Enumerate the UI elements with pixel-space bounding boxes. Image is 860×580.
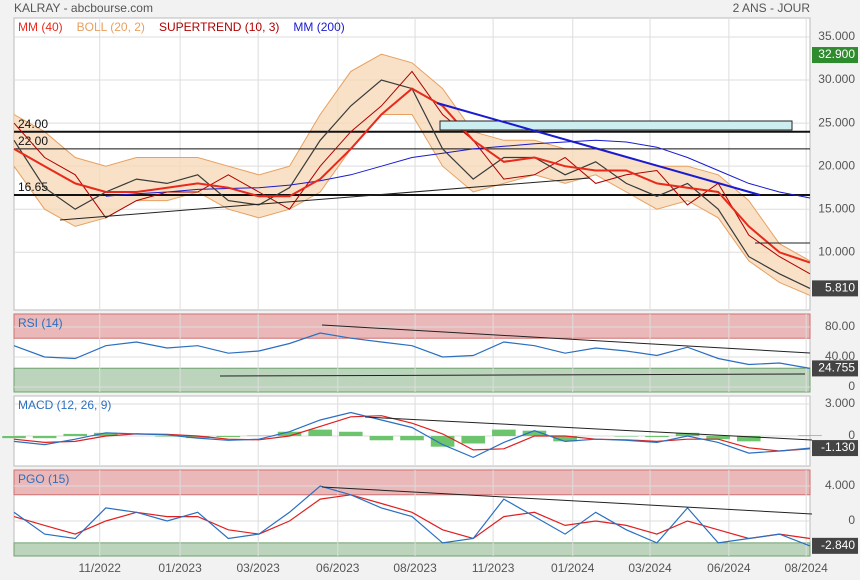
histogram-bar — [216, 436, 241, 438]
ma40-line — [13, 87, 811, 264]
legend-entry: BOLL (20, 2) — [77, 20, 145, 34]
histogram-bar — [32, 436, 57, 439]
last-value-box — [812, 47, 858, 64]
last-value-label: 5.810 — [825, 281, 855, 295]
last-value-label: 32.900 — [818, 47, 855, 61]
x-tick-label: 03/2024 — [628, 561, 672, 575]
y-tick-label: 15.000 — [818, 201, 855, 215]
plot-layer: 35.000 30.000 25.000 20.000 15.000 10.000 24.0… — [2, 18, 858, 575]
y-tick-label: 4.000 — [825, 478, 855, 492]
legend-entry: MM (40) — [18, 20, 63, 34]
last-value-label: -2.840 — [821, 538, 855, 552]
histogram-bar — [63, 433, 88, 437]
zone-box — [439, 120, 793, 131]
x-tick-label: 03/2023 — [236, 561, 280, 575]
last-value-box — [812, 537, 858, 554]
y-tick-label: 0 — [848, 513, 855, 527]
histogram-bar — [277, 431, 302, 437]
y-tick-label: 25.000 — [818, 115, 855, 129]
histogram-bar — [645, 436, 669, 438]
histogram-bar — [492, 429, 516, 437]
legend-entry: PGO (15) — [18, 472, 69, 486]
last-value-label: 24.755 — [818, 361, 855, 375]
last-value-label: -1.130 — [821, 440, 855, 454]
x-tick-label: 06/2023 — [316, 561, 360, 575]
histogram-bar — [247, 435, 271, 437]
oversold-zone — [13, 367, 811, 393]
last-value-box — [812, 440, 858, 457]
legend-entry: SUPERTREND (10, 3) — [159, 20, 279, 34]
header-title: KALRAY - abcbourse.com — [14, 1, 153, 15]
histogram-bar — [369, 436, 394, 441]
y-tick-label: 20.000 — [818, 158, 855, 172]
legend-entry: RSI (14) — [18, 316, 63, 330]
y-tick-label: 0 — [848, 379, 855, 393]
trend-line — [219, 373, 806, 377]
y-tick-label: 40.00 — [825, 349, 855, 363]
histogram-bar — [675, 432, 700, 437]
histogram-bar — [706, 436, 730, 440]
histogram-bar — [798, 435, 822, 437]
last-value-box — [812, 280, 858, 297]
histogram-bar — [308, 429, 332, 437]
trend-line — [321, 486, 813, 515]
header-period: 2 ANS - JOUR — [733, 1, 811, 15]
x-tick-label: 11/2022 — [78, 561, 121, 575]
trend-line — [364, 416, 813, 441]
histogram-bar — [614, 436, 639, 437]
legend-entry: MACD (12, 26, 9) — [18, 398, 111, 412]
histogram-bar — [430, 436, 455, 447]
histogram-bar — [400, 436, 424, 441]
x-tick-label: 11/2023 — [472, 561, 515, 575]
macd-panel — [13, 395, 811, 467]
histogram-bar — [338, 431, 363, 437]
histogram-bar — [94, 432, 118, 437]
histogram-bar — [522, 430, 547, 437]
ma200-line — [105, 139, 811, 199]
trend-line — [59, 177, 591, 221]
x-tick-label: 01/2024 — [551, 561, 595, 575]
indicator-line — [13, 332, 811, 369]
bollinger-upper — [13, 53, 811, 262]
indicator-line — [13, 485, 811, 547]
overbought-zone — [13, 469, 811, 496]
x-tick-label: 06/2024 — [707, 561, 751, 575]
histogram-bar — [155, 436, 179, 437]
x-tick-label: 01/2023 — [158, 561, 202, 575]
level-label: 16.65 — [18, 180, 48, 194]
bollinger-band — [14, 54, 810, 296]
y-tick-label: 30.000 — [818, 72, 855, 86]
histogram-bar — [185, 436, 210, 439]
y-tick-label: 3.000 — [825, 396, 855, 410]
histogram-bar — [736, 436, 761, 442]
overbought-zone — [13, 313, 811, 339]
histogram-bar — [553, 436, 577, 442]
y-tick-label: 10.000 — [818, 244, 855, 258]
legend-entry: MM (200) — [293, 20, 344, 34]
level-label: 22.00 — [18, 134, 48, 148]
level-label: 24.00 — [18, 117, 48, 131]
last-value-box — [812, 360, 858, 377]
trend-line — [321, 324, 811, 354]
histogram-bar — [2, 436, 26, 439]
y-tick-label: 35.000 — [818, 29, 855, 43]
indicator-line — [13, 411, 811, 459]
x-tick-label: 08/2024 — [784, 561, 828, 575]
signal-line — [13, 494, 811, 540]
supertrend-line — [13, 70, 811, 275]
y-tick-label: 0 — [848, 428, 855, 442]
oversold-zone — [13, 542, 811, 557]
histogram-bar — [461, 436, 486, 444]
bollinger-lower — [13, 114, 811, 296]
trend-line — [436, 102, 761, 196]
x-tick-label: 08/2023 — [393, 561, 437, 575]
y-tick-label: 80.00 — [825, 319, 855, 333]
